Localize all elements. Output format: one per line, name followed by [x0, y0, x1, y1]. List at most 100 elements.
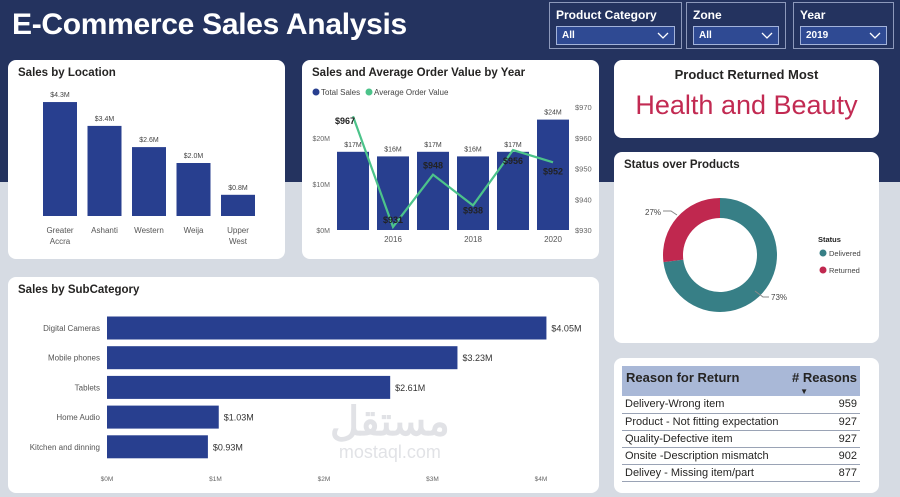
reason-cell: Delivey - Missing item/part [622, 464, 788, 482]
bar [107, 346, 458, 370]
column-header-count[interactable]: # Reasons ▼ [788, 366, 860, 396]
category-label: Home Audio [56, 413, 100, 422]
product-returned-card: Product Returned Most Health and Beauty [614, 60, 879, 138]
y-right-tick: $970 [575, 103, 592, 112]
data-label: $0.93M [213, 442, 243, 452]
column-header-reason[interactable]: Reason for Return [622, 366, 788, 396]
data-label: $2.0M [184, 153, 204, 160]
donut-slice-delivered [663, 198, 777, 312]
reason-cell: Onsite -Description mismatch [622, 447, 788, 465]
card-title: Product Returned Most [674, 67, 819, 82]
bar [132, 147, 166, 216]
card-title: Sales by SubCategory [18, 284, 140, 296]
x-tick: $1M [209, 476, 222, 483]
bar-data-label: $24M [544, 110, 562, 117]
category-label: Accra [50, 237, 71, 246]
aov-data-label: $931 [383, 215, 403, 225]
sales-by-location-card: Sales by Location $4.3M Greater Accra $3.4M… [8, 60, 285, 259]
count-cell: 902 [788, 447, 860, 465]
bar [457, 156, 489, 230]
sales-by-subcategory-chart: Digital Cameras $4.05M Mobile phones $3.23M… [30, 316, 581, 483]
category-label: Mobile phones [48, 354, 100, 363]
returned-product-value: Health and Beauty [635, 90, 858, 120]
data-label: $2.6M [139, 137, 159, 144]
bar [176, 163, 211, 216]
x-tick: $4M [535, 476, 548, 483]
x-tick: 2018 [464, 235, 482, 244]
page-title: E-Commerce Sales Analysis [12, 8, 407, 41]
bar-data-label: $16M [384, 146, 402, 153]
bar [87, 125, 122, 216]
y-right-tick: $950 [575, 165, 592, 174]
category-label: West [229, 237, 248, 246]
bar [377, 156, 409, 230]
leader-line [663, 210, 678, 216]
dropdown-value: 2019 [806, 30, 829, 41]
card-title: Sales and Average Order Value by Year [312, 67, 526, 79]
chevron-down-icon [657, 32, 669, 39]
slicer-zone: Zone All [686, 2, 786, 49]
bar [107, 405, 219, 429]
x-tick: 2020 [544, 235, 562, 244]
card-title: Status over Products [624, 159, 740, 171]
legend-aov-marker [365, 88, 373, 96]
bar-data-label: $17M [344, 142, 362, 149]
legend-marker [819, 266, 827, 274]
aov-data-label: $952 [543, 166, 563, 176]
bar-data-label: $17M [424, 142, 442, 149]
data-label: $0.8M [228, 185, 248, 192]
dropdown-value: All [562, 30, 575, 41]
bar [107, 316, 547, 340]
data-label: $4.3M [50, 92, 70, 99]
sales-by-subcategory-card: Sales by SubCategory Digital Cameras $4.0… [8, 277, 599, 493]
bar [417, 151, 449, 230]
slicer-year: Year 2019 [793, 2, 894, 49]
aov-data-label: $956 [503, 156, 523, 166]
category-label: Ashanti [91, 226, 118, 235]
bar [537, 119, 569, 230]
bar-data-label: $17M [504, 142, 522, 149]
y-left-tick: $0M [316, 228, 330, 235]
bar [43, 102, 77, 216]
bar [107, 435, 208, 459]
legend-aov: Average Order Value [374, 88, 449, 97]
table-row: Delivery-Wrong item 959 [622, 396, 860, 414]
slice-label-returned: 27% [645, 208, 661, 217]
y-right-tick: $960 [575, 134, 592, 143]
reason-cell: Product - Not fitting expectation [622, 413, 788, 431]
table-row: Quality-Defective item 927 [622, 430, 860, 448]
donut-slice-returned [663, 198, 720, 263]
category-label: Tablets [75, 383, 100, 392]
category-label: Digital Cameras [43, 324, 100, 333]
category-label: Weija [184, 226, 204, 235]
reason-table: Reason for Return # Reasons ▼ Delivery-Wr… [622, 366, 860, 482]
product-category-dropdown[interactable]: All [556, 26, 675, 45]
zone-dropdown[interactable]: All [693, 26, 779, 45]
status-card: Status over Products 73% 27% Status Deliver… [614, 152, 879, 343]
bar [221, 194, 255, 216]
reason-table-card: Reason for Return # Reasons ▼ Delivery-Wr… [614, 358, 879, 493]
legend-total-sales-marker [312, 88, 320, 96]
slicer-product-category: Product Category All [549, 2, 682, 49]
year-dropdown[interactable]: 2019 [800, 26, 887, 45]
slicer-label: Product Category [556, 8, 657, 22]
leader-line [754, 290, 769, 298]
data-label: $3.4M [95, 116, 115, 123]
data-label: $4.05M [551, 324, 581, 334]
y-right-tick: $940 [575, 195, 592, 204]
slicer-label: Year [800, 8, 826, 22]
data-label: $1.03M [224, 413, 254, 423]
x-tick: $2M [318, 476, 331, 483]
category-label: Kitchen and dinning [30, 443, 100, 452]
aov-line [351, 115, 554, 230]
header-label: # Reasons [792, 370, 858, 385]
chevron-down-icon [869, 32, 881, 39]
legend-title: Status [818, 235, 841, 244]
aov-data-label: $948 [423, 161, 443, 171]
status-donut-chart: 73% 27% Status Delivered Returned [645, 198, 861, 312]
legend-total-sales: Total Sales [321, 88, 360, 97]
y-left-tick: $10M [312, 182, 330, 189]
x-tick: $0M [101, 476, 114, 483]
data-label: $3.23M [462, 353, 492, 363]
count-cell: 927 [788, 430, 860, 448]
